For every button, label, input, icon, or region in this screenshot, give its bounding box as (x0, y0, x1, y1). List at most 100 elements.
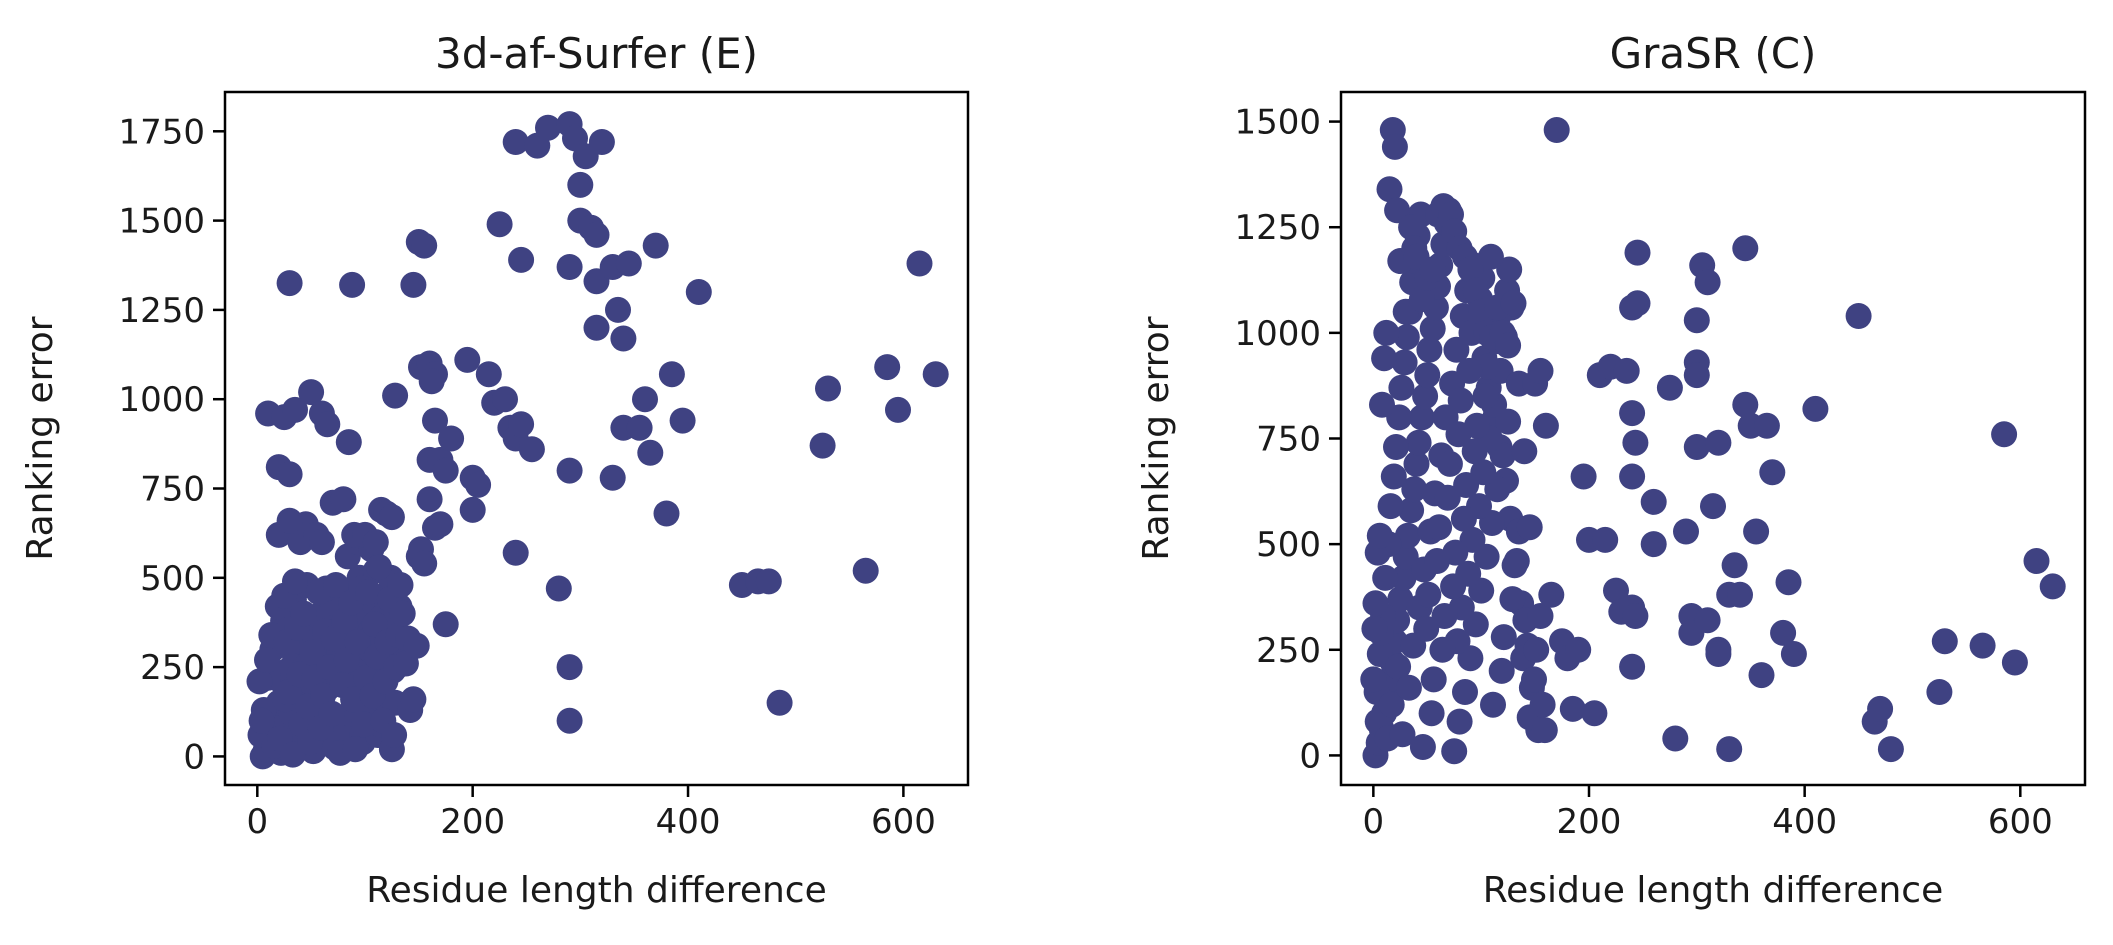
data-point (1393, 324, 1420, 351)
data-point (1440, 573, 1467, 600)
y-tick-label: 1000 (118, 380, 205, 420)
data-point (1366, 522, 1393, 549)
data-point (642, 232, 669, 259)
data-point (556, 654, 583, 681)
data-point (1721, 552, 1748, 579)
data-point (276, 507, 303, 534)
data-point (1419, 315, 1446, 342)
data-point (1394, 522, 1421, 549)
data-point (809, 432, 836, 459)
y-axis-label: Ranking error (1136, 316, 1177, 560)
data-point (1360, 666, 1387, 693)
data-point (885, 396, 911, 423)
data-point (1457, 256, 1484, 283)
data-point (366, 554, 392, 581)
x-tick-label: 600 (1988, 802, 2053, 842)
data-point (1683, 362, 1710, 389)
data-point (1500, 290, 1527, 317)
data-point (1592, 526, 1619, 553)
y-tick-label: 750 (140, 470, 205, 510)
data-point (416, 486, 443, 513)
data-point (1753, 412, 1780, 439)
data-point (1453, 472, 1480, 498)
data-point (1436, 450, 1463, 477)
data-point (1405, 429, 1432, 456)
data-point (418, 368, 445, 395)
data-point (1477, 243, 1504, 270)
data-point (1372, 564, 1399, 591)
data-point (1716, 736, 1743, 763)
data-point (1390, 564, 1417, 591)
data-point (314, 411, 341, 438)
data-point (322, 572, 349, 598)
data-point (432, 611, 459, 638)
data-point (1640, 488, 1667, 515)
data-point (1395, 674, 1422, 701)
data-point (922, 361, 949, 388)
data-point (766, 689, 793, 716)
data-point (335, 429, 362, 456)
data-point (1414, 362, 1441, 389)
data-point (362, 529, 389, 556)
data-point (1488, 657, 1515, 684)
chart-title: 3d-af-Surfer (E) (435, 29, 758, 78)
data-point (556, 254, 583, 280)
data-point (1969, 632, 1996, 659)
data-point (1656, 374, 1683, 401)
y-tick-label: 1500 (1234, 103, 1321, 143)
data-point (1426, 514, 1453, 541)
data-point (1495, 332, 1522, 359)
data-point (1619, 294, 1646, 321)
data-point (282, 396, 308, 423)
data-point (308, 529, 335, 556)
data-point (1619, 400, 1646, 427)
y-tick-label: 1250 (1234, 208, 1321, 248)
y-tick-label: 1000 (1234, 314, 1321, 354)
data-point (1523, 636, 1550, 663)
data-point (1603, 577, 1629, 604)
x-tick-label: 400 (1772, 802, 1837, 842)
data-point (339, 271, 366, 298)
data-point (465, 471, 492, 498)
data-point (432, 457, 459, 484)
y-tick-label: 0 (183, 737, 205, 777)
data-point (1662, 725, 1689, 752)
y-tick-label: 1500 (118, 202, 205, 242)
data-point (545, 575, 572, 602)
x-tick-label: 400 (656, 802, 721, 842)
data-point (1531, 717, 1558, 744)
data-point (1640, 531, 1667, 558)
data-point (610, 325, 637, 352)
data-point (1527, 603, 1554, 629)
data-point (1445, 421, 1472, 448)
data-point (1622, 429, 1649, 456)
data-point (1387, 586, 1414, 613)
data-point (1529, 691, 1556, 718)
data-point (411, 232, 438, 259)
data-point (1770, 619, 1797, 646)
data-point (658, 361, 685, 388)
data-point (1383, 434, 1409, 460)
data-point (248, 707, 275, 734)
data-point (1446, 708, 1473, 735)
y-tick-label: 250 (1256, 631, 1321, 671)
data-point (1378, 691, 1405, 718)
data-point (1416, 336, 1443, 363)
data-point (1398, 214, 1425, 241)
data-point (874, 354, 901, 381)
data-point (1462, 277, 1489, 304)
data-point (438, 425, 465, 452)
data-point (1401, 476, 1428, 503)
data-point (1748, 662, 1775, 689)
data-point (411, 550, 438, 577)
data-point (626, 414, 653, 441)
data-point (1732, 235, 1759, 262)
data-point (1415, 581, 1442, 608)
data-point (1991, 421, 2018, 448)
data-point (1362, 590, 1389, 617)
data-point (298, 379, 325, 406)
data-point (1441, 738, 1468, 765)
data-point (1429, 636, 1456, 663)
data-point (355, 579, 382, 606)
data-point (1559, 695, 1586, 722)
